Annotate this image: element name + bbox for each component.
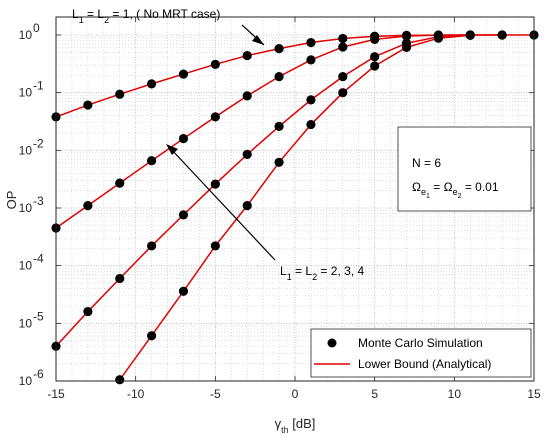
parameter-n: N = 6 <box>412 156 441 170</box>
series-2-point <box>306 55 316 65</box>
legend-label-simulation: Monte Carlo Simulation <box>358 336 483 350</box>
series-line-3 <box>55 34 471 347</box>
series-4-point <box>401 42 412 52</box>
series-2-point <box>401 31 412 41</box>
legend-marker-simulation <box>327 338 337 348</box>
series-2-point <box>338 42 348 52</box>
series-3-point <box>147 241 157 251</box>
x-tick-labels: -15 -10 -5 0 5 10 15 <box>47 387 541 401</box>
series-2-point <box>178 133 189 144</box>
series-4-point <box>210 241 220 251</box>
y-tick-label-exponent: -5 <box>33 309 44 323</box>
series-1-point <box>83 100 93 110</box>
series-2-point <box>274 71 284 82</box>
x-tick-label: -5 <box>210 387 221 401</box>
x-axis-label: γth [dB] <box>275 416 316 435</box>
y-tick-label-exponent: -6 <box>33 367 44 381</box>
series-3-point <box>115 273 125 284</box>
y-tick-label-exponent: 0 <box>33 21 40 35</box>
series-2-point <box>83 201 93 211</box>
series-3-point <box>338 71 348 82</box>
series-1-point <box>210 59 220 69</box>
series-4-point <box>338 88 348 98</box>
series-1-point <box>147 79 157 89</box>
series-2-point <box>242 91 252 101</box>
series-2-point <box>370 34 380 44</box>
series-3-point <box>210 179 220 189</box>
y-tick-label-exponent: -3 <box>33 194 44 208</box>
series-markers <box>51 30 539 385</box>
y-tick-label-exponent: -2 <box>33 136 44 150</box>
series-4-point <box>242 201 252 211</box>
series-1-point <box>306 37 316 48</box>
legend-label-analytical: Lower Bound (Analytical) <box>358 357 491 371</box>
series-4-point <box>306 119 316 130</box>
series-4-point <box>178 286 189 296</box>
series-3-point <box>83 306 93 317</box>
axis-ticks <box>55 17 535 382</box>
series-3-point <box>306 95 316 105</box>
series-4-point <box>274 157 284 167</box>
y-tick-label: 10 <box>19 374 33 388</box>
legend-box <box>310 328 532 378</box>
series-3-point <box>178 210 189 220</box>
x-tick-label: -15 <box>47 387 65 401</box>
annotation-mrt-case: L1 = L2 = 2, 3, 4 <box>280 264 364 282</box>
x-tick-label: 15 <box>527 387 541 401</box>
series-1-point <box>274 44 284 54</box>
x-tick-label: 5 <box>371 387 378 401</box>
series-4-point <box>465 30 475 40</box>
y-tick-label: 10 <box>19 259 33 273</box>
x-tick-label: 10 <box>448 387 462 401</box>
y-tick-label: 10 <box>19 28 33 42</box>
series-2-point <box>210 112 220 122</box>
series-2-point <box>147 156 157 166</box>
parameter-box <box>397 126 532 212</box>
series-3-point <box>274 121 284 132</box>
y-tick-label-exponent: -4 <box>33 252 44 266</box>
series-line-4 <box>119 34 471 381</box>
y-tick-label-exponent: -1 <box>33 79 44 93</box>
arrow-head-no-mrt <box>252 35 264 45</box>
annotation-no-mrt-case: L1 = L2 = 1, ( No MRT case) <box>72 7 220 25</box>
series-2-point <box>497 30 507 40</box>
series-3-point <box>242 149 252 160</box>
series-4-point <box>433 33 443 43</box>
series-1-point <box>242 50 252 61</box>
x-tick-label: -10 <box>127 387 145 401</box>
series-3-point <box>370 52 380 62</box>
y-tick-label: 10 <box>19 316 33 330</box>
x-tick-label: 0 <box>292 387 299 401</box>
parameter-omega: Ωe1 = Ωe2 = 0.01 <box>412 180 499 200</box>
y-axis-label: OP <box>4 191 19 210</box>
series-2-point <box>115 178 125 188</box>
y-tick-label: 10 <box>19 86 33 100</box>
arrow-head-mrt <box>166 144 178 155</box>
series-1-point <box>338 33 348 44</box>
series-4-point <box>370 61 380 71</box>
y-tick-label: 10 <box>19 201 33 215</box>
series-1-point <box>115 89 125 99</box>
series-1-point <box>178 69 189 79</box>
annotation-arrow-mrt <box>169 147 276 261</box>
series-4-point <box>147 331 157 341</box>
series-4-point <box>115 375 125 385</box>
y-tick-label: 10 <box>19 143 33 157</box>
